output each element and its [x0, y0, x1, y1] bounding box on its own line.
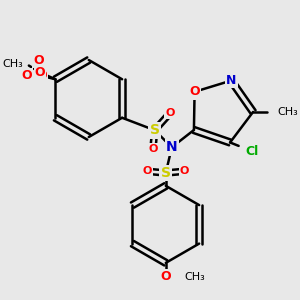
Text: S: S — [150, 123, 160, 137]
Text: O: O — [180, 166, 189, 176]
Text: N: N — [226, 74, 236, 87]
Text: O: O — [165, 108, 175, 118]
Text: O: O — [35, 66, 45, 79]
Text: O: O — [33, 54, 44, 67]
Text: O: O — [189, 85, 200, 98]
Text: CH₃: CH₃ — [184, 272, 206, 282]
Text: Cl: Cl — [246, 145, 259, 158]
Text: O: O — [21, 69, 32, 82]
Text: S: S — [161, 166, 171, 180]
Text: CH₃: CH₃ — [2, 59, 23, 69]
Text: O: O — [160, 270, 171, 283]
Text: O: O — [142, 166, 152, 176]
Text: O: O — [36, 69, 47, 82]
Text: O: O — [148, 144, 158, 154]
Text: CH₃: CH₃ — [277, 107, 298, 117]
Text: N: N — [166, 140, 178, 154]
